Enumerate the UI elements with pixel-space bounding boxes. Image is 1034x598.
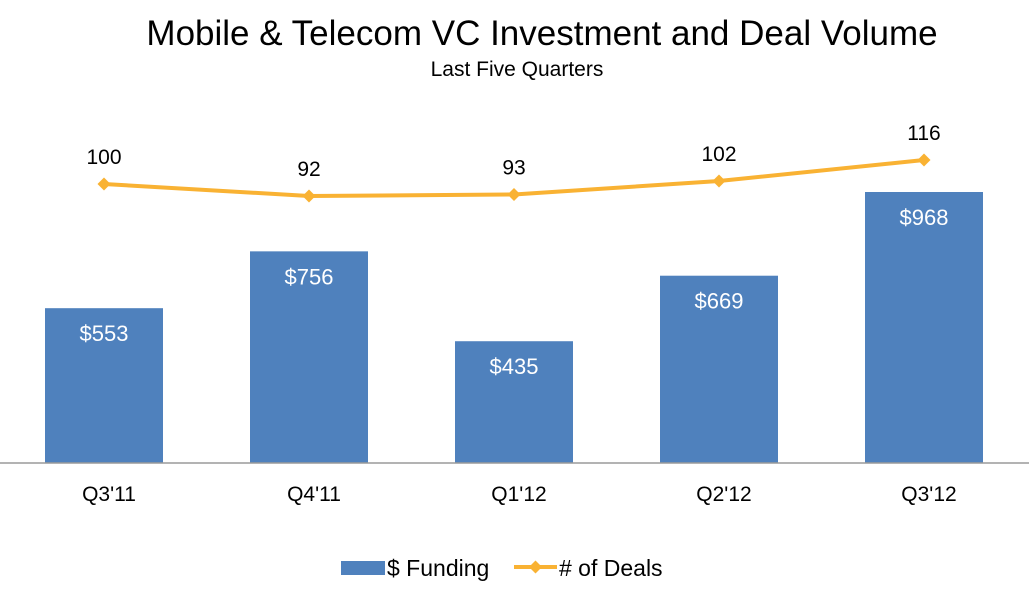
deals-marker [302, 189, 316, 203]
funding-bar [865, 192, 983, 463]
funding-bar-label: $756 [285, 264, 334, 289]
deals-line-series [97, 153, 931, 203]
funding-bar [250, 251, 368, 463]
deals-data-label: 116 [907, 122, 940, 145]
deals-marker [97, 177, 111, 191]
deals-data-label: 102 [701, 143, 736, 166]
data-labels: $553 100 $756 92 $435 93 $669 102 $968 116 [80, 122, 949, 379]
category-label: Q3'11 [82, 483, 136, 506]
funding-bar [455, 341, 573, 463]
category-label: Q1'12 [491, 483, 546, 506]
funding-bar-label: $435 [490, 354, 539, 379]
deals-data-label: 92 [297, 158, 320, 181]
deals-data-label: 100 [86, 146, 121, 169]
category-label: Q2'12 [696, 483, 751, 506]
legend-label-funding: $ Funding [387, 555, 489, 581]
category-axis-labels: Q3'11 Q4'11 Q1'12 Q2'12 Q3'12 [82, 483, 957, 506]
funding-bar [660, 275, 778, 463]
legend-swatch-funding [341, 561, 385, 575]
category-label: Q4'11 [287, 483, 341, 506]
funding-bar-label: $669 [695, 289, 744, 314]
deals-data-label: 93 [502, 157, 525, 180]
deals-marker [507, 188, 521, 201]
legend-swatch-deals-marker [529, 560, 542, 574]
funding-bars [45, 192, 983, 463]
chart-title: Mobile & Telecom VC Investment and Deal … [146, 14, 938, 53]
funding-bar-label: $553 [80, 321, 129, 346]
chart-subtitle: Last Five Quarters [430, 58, 604, 81]
legend-label-deals: # of Deals [559, 555, 663, 581]
category-label: Q3'12 [901, 483, 956, 506]
legend: $ Funding # of Deals [341, 555, 663, 581]
deals-marker [712, 174, 726, 188]
funding-bar-label: $968 [900, 205, 949, 230]
deals-marker [917, 153, 931, 167]
funding-bar [45, 308, 163, 463]
